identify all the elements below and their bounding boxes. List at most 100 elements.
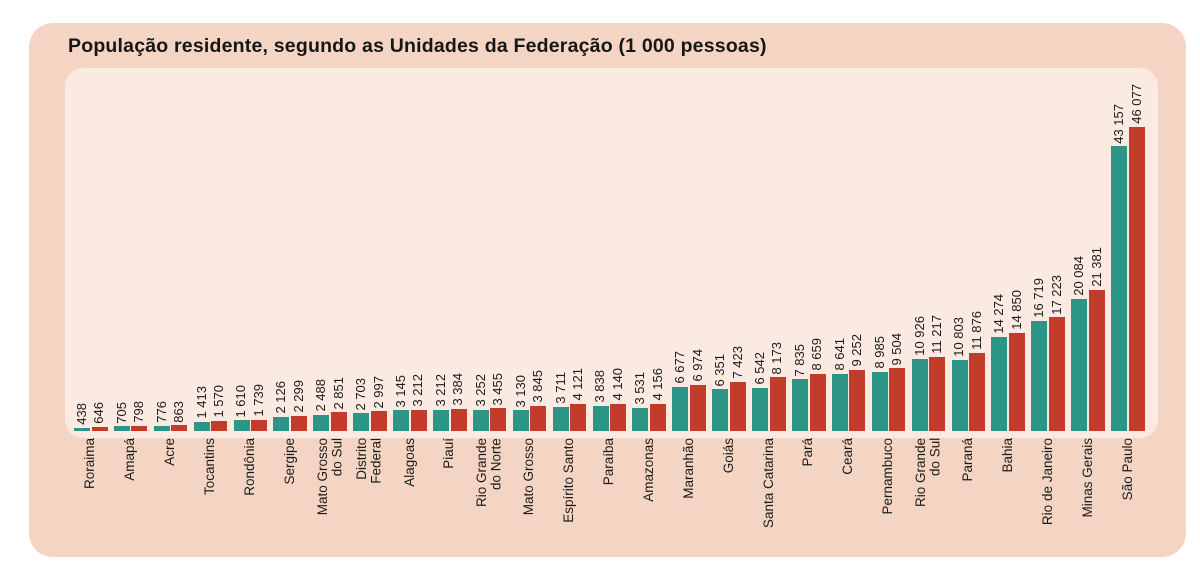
x-label-area: Goiás	[721, 431, 737, 550]
bar-column-teal: 8 641	[832, 338, 848, 431]
bar-pair: 8 985 9 504	[872, 333, 906, 431]
x-label-area: Roraima	[82, 431, 98, 550]
value-label: 11 217	[929, 315, 945, 354]
x-label-area: Bahia	[1000, 431, 1016, 550]
value-label: 8 659	[809, 338, 825, 371]
bar-column-red: 4 156	[650, 368, 666, 431]
bar-column-teal: 2 703	[353, 377, 370, 431]
value-label: 6 974	[689, 349, 705, 382]
bar-teal	[393, 410, 410, 431]
bar-column-red: 9 504	[889, 333, 906, 431]
bar-column-teal: 1 413	[194, 386, 210, 431]
x-label-area: Piauí	[441, 431, 457, 550]
bar-group: 10 803 11 876 Paraná	[951, 310, 986, 550]
bar-column-teal: 16 719	[1031, 278, 1048, 431]
bar-column-red: 6 974	[690, 349, 706, 431]
x-label-area: Paraná	[960, 431, 976, 550]
value-label: 11 876	[968, 310, 984, 350]
x-axis-label: Amapá	[122, 438, 138, 481]
x-axis-label: Distrito Federal	[354, 438, 384, 484]
bar-pair: 3 145 3 212	[393, 374, 427, 431]
bar-column-red: 21 381	[1089, 247, 1105, 431]
bar-column-red: 9 252	[849, 334, 866, 431]
bar-column-red: 3 212	[410, 374, 427, 431]
bar-column-red: 646	[91, 402, 108, 431]
bar-red	[91, 426, 108, 431]
value-label: 2 299	[290, 380, 306, 413]
bar-red	[969, 352, 986, 431]
bar-column-red: 1 570	[211, 385, 228, 431]
bar-column-red: 3 384	[450, 373, 467, 431]
bar-column-teal: 3 130	[513, 375, 529, 431]
bar-pair: 10 926 11 217	[912, 315, 946, 431]
bar-pair: 3 838 4 140	[592, 368, 627, 431]
value-label: 705	[113, 401, 129, 424]
bar-column-teal: 3 145	[393, 375, 410, 431]
bar-pair: 1 610 1 739	[233, 383, 268, 431]
bar-group: 20 084 21 381 Minas Gerais	[1071, 247, 1105, 550]
value-label: 1 739	[250, 383, 266, 417]
bar-group: 3 711 4 121 Espírito Santo	[553, 368, 587, 550]
bar-group: 2 703 2 997 Distrito Federal	[353, 376, 387, 550]
value-label: 3 531	[632, 372, 648, 405]
value-label: 21 381	[1088, 247, 1104, 287]
value-label: 14 850	[1008, 290, 1024, 330]
value-label: 17 223	[1048, 274, 1064, 315]
bar-pair: 7 835 8 659	[792, 338, 826, 431]
x-label-area: Amazonas	[640, 431, 657, 550]
bar-group: 776 863 Acre	[154, 401, 188, 550]
bar-group: 3 145 3 212 Alagoas	[393, 374, 427, 550]
bar-group: 8 641 9 252 Ceará	[832, 334, 866, 550]
value-label: 2 126	[273, 381, 289, 414]
value-label: 6 542	[751, 352, 767, 385]
bar-column-teal: 776	[154, 401, 170, 431]
x-axis-label: Alagoas	[401, 438, 417, 487]
bar-pair: 3 130 3 845	[513, 370, 547, 431]
bar-column-teal: 14 274	[991, 294, 1008, 431]
bar-column-teal: 1 610	[233, 384, 250, 431]
bar-column-red: 8 173	[769, 342, 786, 431]
bar-pair: 3 212 3 384	[433, 373, 467, 431]
bar-teal	[433, 409, 450, 431]
x-label-area: Pernambuco	[880, 431, 896, 550]
x-axis-label: Rio Grande do Sul	[912, 438, 943, 508]
bar-teal	[472, 409, 489, 431]
bar-column-teal: 3 531	[632, 372, 649, 431]
x-label-area: Minas Gerais	[1080, 431, 1096, 550]
value-label: 2 703	[353, 377, 369, 411]
x-label-area: Espírito Santo	[561, 431, 577, 550]
bar-red	[1008, 333, 1025, 431]
x-label-area: Sergipe	[282, 431, 298, 550]
bar-pair: 14 274 14 850	[991, 290, 1025, 431]
x-label-area: Santa Catarina	[761, 431, 777, 550]
x-axis-label: Piauí	[441, 438, 457, 469]
x-label-area: Ceará	[840, 431, 856, 550]
bar-column-red: 11 217	[929, 315, 946, 431]
bar-column-red: 798	[131, 401, 148, 431]
bar-group: 3 252 3 455 Rio Grande do Norte	[473, 373, 507, 550]
bar-pair: 16 719 17 223	[1031, 275, 1065, 431]
x-axis-label: Ceará	[840, 438, 856, 475]
x-axis-label: Amazonas	[640, 438, 656, 502]
value-label: 3 212	[432, 374, 448, 407]
bar-red	[649, 403, 666, 431]
bar-red	[171, 425, 188, 431]
bar-teal	[831, 374, 848, 431]
x-label-area: Mato Grosso do Sul	[315, 431, 345, 550]
value-label: 776	[153, 401, 169, 423]
bar-pair: 20 084 21 381	[1071, 247, 1105, 431]
bar-column-red: 46 077	[1129, 84, 1145, 431]
bar-group: 3 838 4 140 Paraíba	[592, 368, 627, 550]
bar-group: 16 719 17 223 Rio de Janeiro	[1031, 275, 1065, 550]
x-axis-label: Tocantins	[202, 438, 218, 496]
bar-teal	[951, 359, 968, 431]
bar-pair: 6 542 8 173	[752, 342, 786, 431]
value-label: 3 838	[592, 370, 608, 403]
value-label: 9 252	[849, 334, 865, 367]
x-label-area: Rio Grande do Norte	[474, 431, 504, 550]
value-label: 1 610	[233, 384, 249, 418]
bar-column-teal: 3 212	[432, 374, 450, 431]
bar-pair: 6 351 7 423	[712, 346, 746, 431]
x-axis-label: Rio Grande do Norte	[474, 438, 504, 508]
bar-teal	[313, 414, 330, 431]
